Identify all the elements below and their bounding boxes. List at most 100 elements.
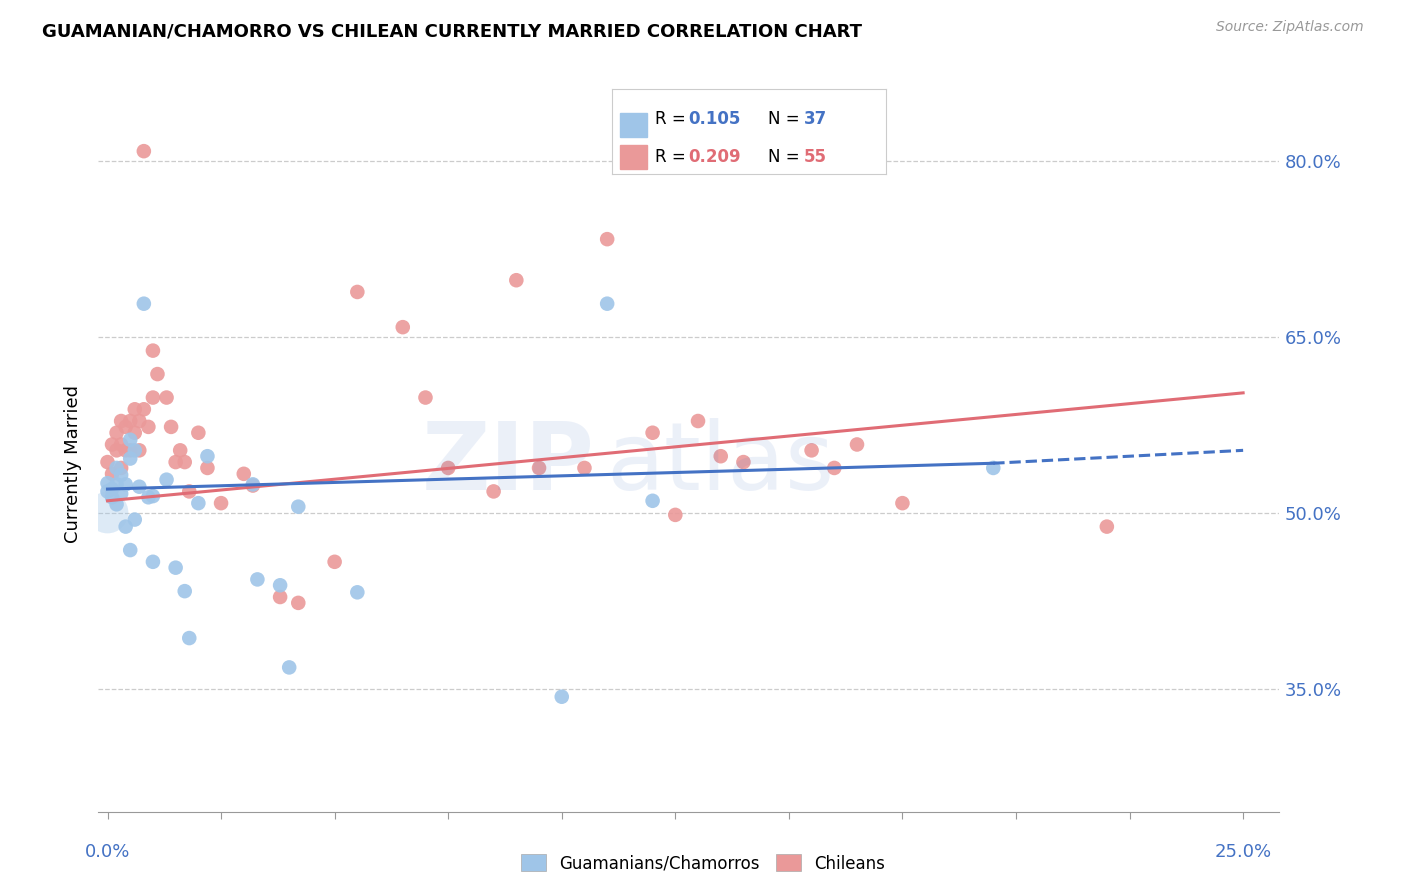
Point [114, 519, 136, 533]
Text: 0.209: 0.209 [689, 148, 741, 166]
Point [96, 506, 118, 520]
Point [246, 573, 269, 587]
Point [846, 437, 869, 451]
Text: GUAMANIAN/CHAMORRO VS CHILEAN CURRENTLY MARRIED CORRELATION CHART: GUAMANIAN/CHAMORRO VS CHILEAN CURRENTLY … [42, 22, 862, 40]
Text: atlas: atlas [606, 417, 835, 510]
Point [197, 449, 219, 463]
Point [710, 449, 733, 463]
Point [505, 273, 527, 287]
Point [187, 425, 209, 440]
Point [138, 490, 160, 504]
Text: Source: ZipAtlas.com: Source: ZipAtlas.com [1216, 20, 1364, 34]
Point [891, 496, 914, 510]
Point [110, 467, 132, 482]
Point [242, 478, 264, 492]
Point [120, 451, 142, 466]
Point [105, 443, 128, 458]
Text: 0.0%: 0.0% [84, 843, 131, 861]
Point [823, 461, 845, 475]
Point [96, 484, 118, 499]
Point [187, 496, 209, 510]
Point [124, 512, 146, 526]
Point [155, 391, 177, 405]
Point [155, 473, 177, 487]
Point [269, 578, 291, 592]
Text: R =: R = [655, 110, 692, 128]
Point [110, 414, 132, 428]
Point [105, 497, 128, 511]
Point [142, 391, 165, 405]
Point [574, 461, 596, 475]
Point [391, 320, 413, 334]
Text: 55: 55 [804, 148, 827, 166]
Point [114, 443, 136, 458]
Point [114, 477, 136, 491]
Point [179, 484, 201, 499]
Point [278, 660, 301, 674]
Text: ZIP: ZIP [422, 417, 595, 510]
Point [142, 489, 165, 503]
Point [110, 461, 132, 475]
Text: N =: N = [768, 110, 804, 128]
Point [1095, 519, 1118, 533]
Point [733, 455, 755, 469]
Point [110, 437, 132, 451]
Point [169, 443, 191, 458]
Point [173, 455, 195, 469]
Bar [620, 145, 647, 169]
Point [596, 296, 619, 310]
Point [551, 690, 574, 704]
Point [596, 232, 619, 246]
Point [138, 420, 160, 434]
Point [323, 555, 346, 569]
Y-axis label: Currently Married: Currently Married [65, 384, 83, 543]
Point [664, 508, 686, 522]
Text: 37: 37 [804, 110, 827, 128]
Point [527, 461, 550, 475]
Text: N =: N = [768, 148, 804, 166]
Point [101, 437, 124, 451]
Point [981, 461, 1004, 475]
Text: 0.105: 0.105 [689, 110, 741, 128]
Point [124, 443, 146, 458]
Point [101, 482, 124, 496]
Point [120, 414, 142, 428]
Text: R =: R = [655, 148, 692, 166]
Point [160, 420, 183, 434]
Point [105, 477, 128, 491]
Point [287, 500, 309, 514]
Point [120, 443, 142, 458]
Point [415, 391, 437, 405]
Point [346, 585, 368, 599]
Point [165, 455, 187, 469]
Point [132, 402, 155, 417]
Point [124, 402, 146, 417]
Text: 25.0%: 25.0% [1215, 843, 1271, 861]
Point [110, 487, 132, 501]
Point [346, 285, 368, 299]
Point [142, 343, 165, 358]
Point [105, 461, 128, 475]
Point [101, 467, 124, 481]
Point [114, 420, 136, 434]
Point [800, 443, 823, 458]
Point [641, 425, 664, 440]
Point [209, 496, 232, 510]
Point [105, 425, 128, 440]
Point [96, 476, 118, 491]
Point [128, 480, 150, 494]
Point [128, 414, 150, 428]
Point [482, 484, 505, 499]
Point [124, 425, 146, 440]
Point [146, 367, 169, 381]
Point [132, 144, 155, 158]
Point [142, 555, 165, 569]
Point [132, 296, 155, 310]
Legend: Guamanians/Chamorros, Chileans: Guamanians/Chamorros, Chileans [515, 847, 891, 880]
Point [197, 461, 219, 475]
Point [128, 443, 150, 458]
Point [269, 590, 291, 604]
Point [179, 631, 201, 645]
Point [101, 490, 124, 504]
Point [120, 543, 142, 558]
